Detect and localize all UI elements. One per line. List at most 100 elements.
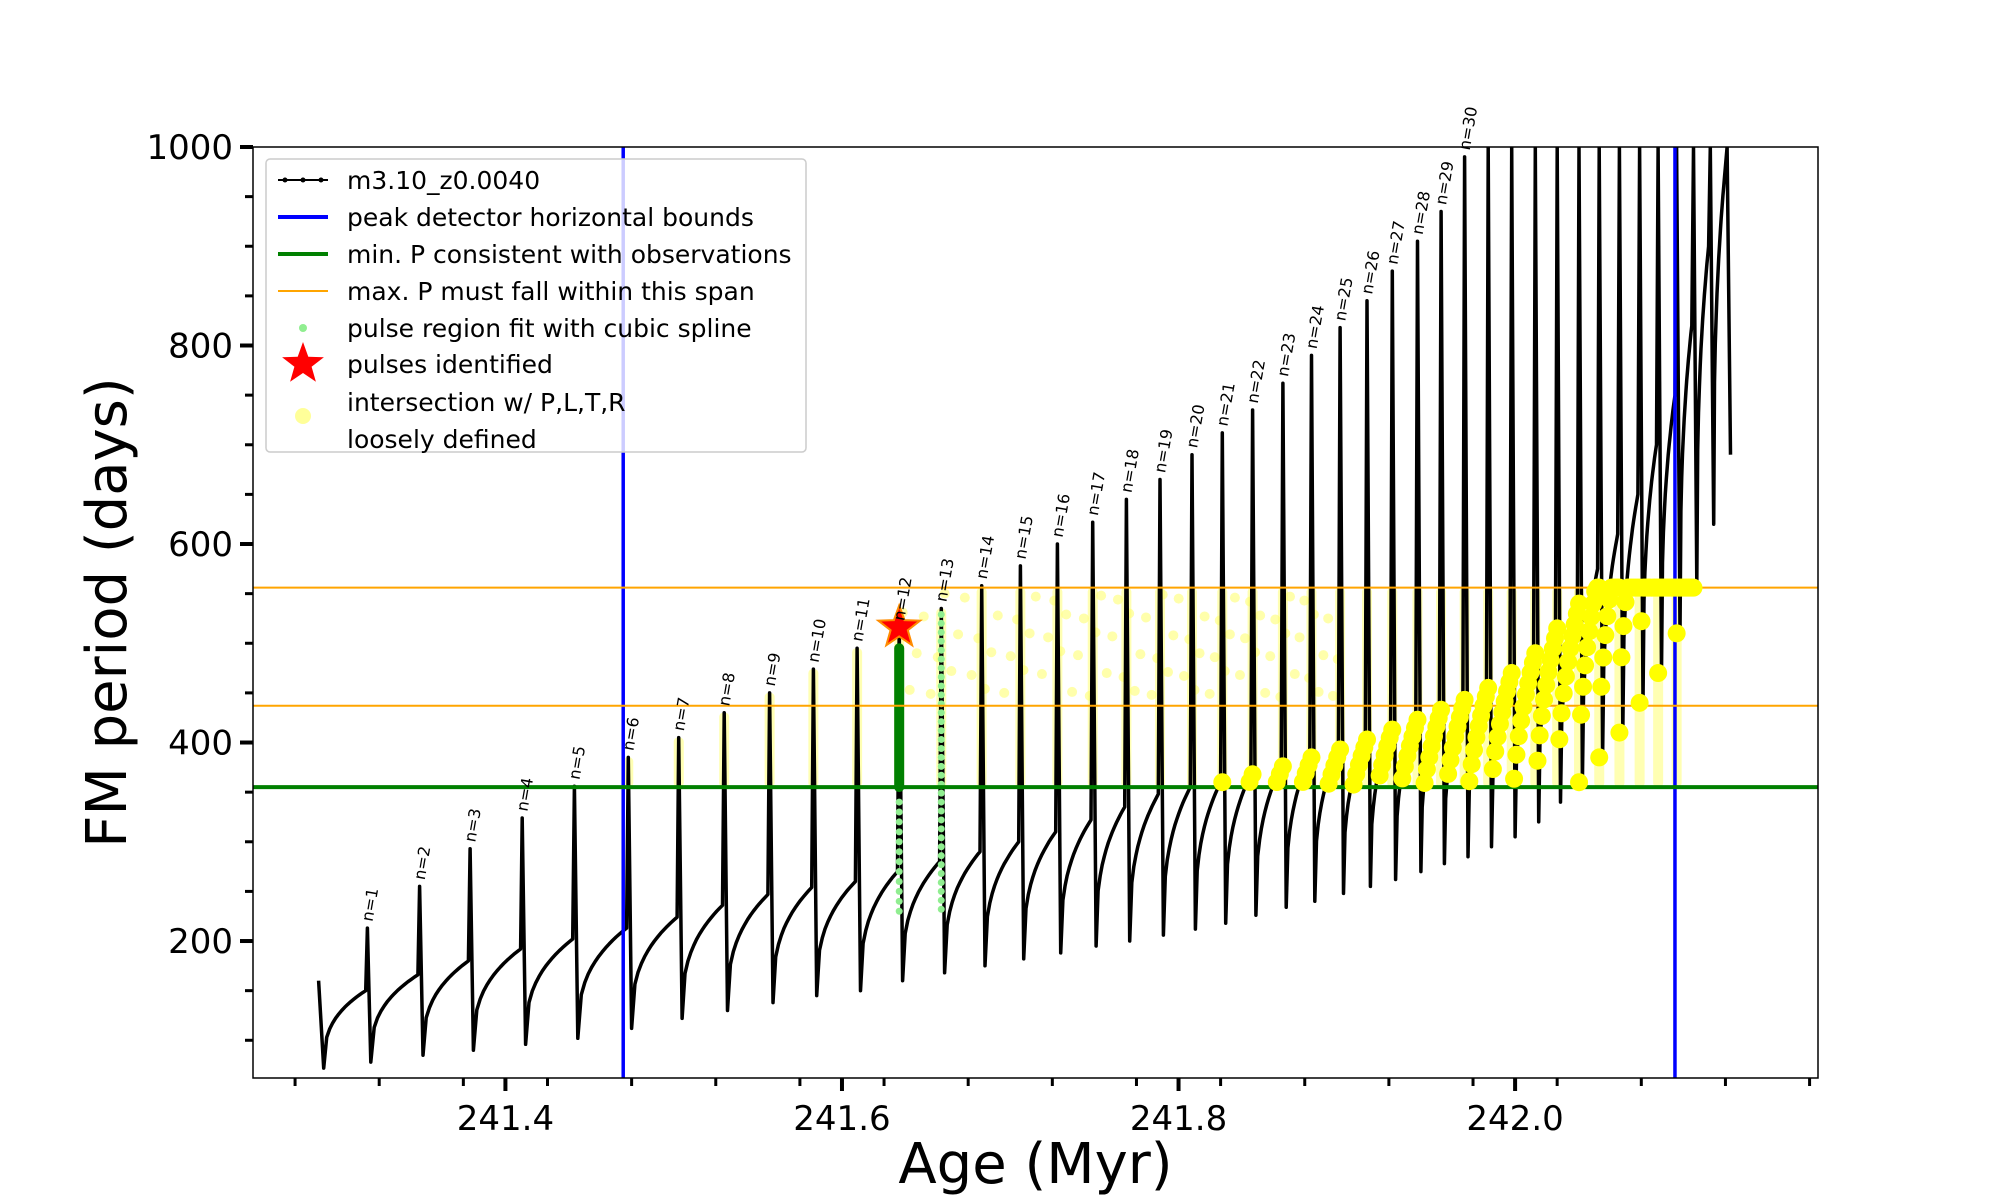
loose-intersection-point xyxy=(1240,633,1251,644)
loose-intersection-point xyxy=(904,684,915,695)
loose-intersection-point xyxy=(1323,613,1334,624)
intersection-point xyxy=(1572,705,1591,724)
intersection-point xyxy=(1530,726,1549,745)
intersection-point xyxy=(1331,740,1350,759)
intersection-point xyxy=(1548,619,1567,638)
legend-label: loosely defined xyxy=(347,425,537,454)
intersection-point xyxy=(1273,757,1292,776)
loose-intersection-point xyxy=(1179,671,1190,682)
intersection-point xyxy=(1684,578,1703,597)
spline-fit-point xyxy=(937,771,945,779)
intersection-point xyxy=(1610,723,1629,742)
spline-fit-point xyxy=(895,907,903,915)
intersection-point xyxy=(1570,773,1589,792)
intersection-point xyxy=(1479,678,1498,697)
evolution-track xyxy=(316,147,1733,1070)
loose-intersection-point xyxy=(1199,611,1210,622)
pulse-label: n=7 xyxy=(669,696,694,733)
spline-fit-point xyxy=(937,861,945,869)
loose-intersection-point xyxy=(1224,629,1235,640)
loose-intersection-point xyxy=(1030,591,1041,602)
legend-label: pulses identified xyxy=(347,350,553,379)
loose-intersection-point xyxy=(918,611,929,622)
pulse-label: n=22 xyxy=(1243,358,1269,405)
intersection-point xyxy=(1616,593,1635,612)
intersection-point xyxy=(1243,765,1262,784)
intersection-point xyxy=(1580,622,1599,641)
spline-fit-point xyxy=(937,655,945,663)
spline-fit-point xyxy=(937,718,945,726)
spline-fit-point xyxy=(937,628,945,636)
pulse-label: n=12 xyxy=(889,576,915,623)
spline-fit-point xyxy=(937,736,945,744)
intersection-point xyxy=(1528,751,1547,770)
spline-fit-point xyxy=(895,808,903,816)
intersection-point xyxy=(1649,664,1668,683)
y-tick-label: 1000 xyxy=(146,128,233,168)
loose-intersection-point xyxy=(1294,632,1305,643)
loose-intersection-point xyxy=(1265,651,1276,662)
loose-intersection-point xyxy=(1318,650,1329,661)
loose-intersection-point xyxy=(1270,614,1281,625)
legend-label: peak detector horizontal bounds xyxy=(347,203,754,232)
intersection-point xyxy=(1576,656,1595,675)
loose-intersection-point xyxy=(925,688,936,699)
loose-intersection-point xyxy=(1260,687,1271,698)
loose-intersection-point xyxy=(939,588,950,599)
loose-intersection-point xyxy=(1129,685,1140,696)
intersection-point xyxy=(1455,690,1474,709)
intersection-point xyxy=(1505,769,1524,788)
intersection-point xyxy=(1512,711,1531,730)
reference-lines xyxy=(253,147,1818,1078)
spline-fit-point xyxy=(937,727,945,735)
spline-fit-point xyxy=(895,828,903,836)
intersection-point xyxy=(1460,772,1479,791)
pulse-label: n=15 xyxy=(1011,514,1037,561)
loose-intersection-point xyxy=(1327,690,1338,701)
loose-intersection-point xyxy=(1005,651,1016,662)
spline-fit-point xyxy=(937,878,945,886)
pulse-label: n=17 xyxy=(1083,470,1109,517)
spline-fit-point xyxy=(937,843,945,851)
intersection-points xyxy=(1213,578,1703,794)
spline-fit-point xyxy=(937,637,945,645)
x-tick-label: 241.6 xyxy=(793,1099,890,1139)
intersection-point xyxy=(1667,624,1686,643)
legend-label: pulse region fit with cubic spline xyxy=(347,314,752,343)
spline-fit-point xyxy=(937,664,945,672)
intersection-point xyxy=(1594,648,1613,667)
intersection-point xyxy=(1614,617,1633,636)
intersection-point xyxy=(1509,727,1528,746)
pulse-label: n=23 xyxy=(1273,331,1299,378)
pulse-label: n=10 xyxy=(804,617,830,664)
pulse-label: n=2 xyxy=(410,845,435,882)
intersection-point xyxy=(1596,626,1615,645)
pulse-label: n=19 xyxy=(1150,428,1176,475)
pulse-label: n=3 xyxy=(460,807,485,844)
spline-fit-point xyxy=(895,877,903,885)
loose-intersection-point xyxy=(1255,610,1266,621)
intersection-point xyxy=(1574,677,1593,696)
pulse-label: n=4 xyxy=(512,776,537,813)
loose-intersection-point xyxy=(953,629,964,640)
pulse-label: n=26 xyxy=(1357,249,1383,296)
pulse-label: n=5 xyxy=(565,744,590,781)
intersection-point xyxy=(1582,607,1601,626)
intersection-point xyxy=(1358,730,1377,749)
y-tick-label: 600 xyxy=(168,525,233,565)
spline-fit-point xyxy=(937,870,945,878)
spline-fit-point xyxy=(937,610,945,618)
intersection-point xyxy=(1532,706,1551,725)
spline-fit-point xyxy=(937,709,945,717)
spline-fit-point xyxy=(937,887,945,895)
intersection-point xyxy=(1535,690,1554,709)
loose-intersection-point xyxy=(1112,594,1123,605)
spline-fit-point xyxy=(937,691,945,699)
spline-fit-point xyxy=(895,838,903,846)
intersection-point xyxy=(1612,648,1631,667)
loose-intersection-point xyxy=(1141,612,1152,623)
intersection-point xyxy=(1432,700,1451,719)
intersection-point xyxy=(1598,607,1617,626)
loose-intersection-point xyxy=(1313,686,1324,697)
